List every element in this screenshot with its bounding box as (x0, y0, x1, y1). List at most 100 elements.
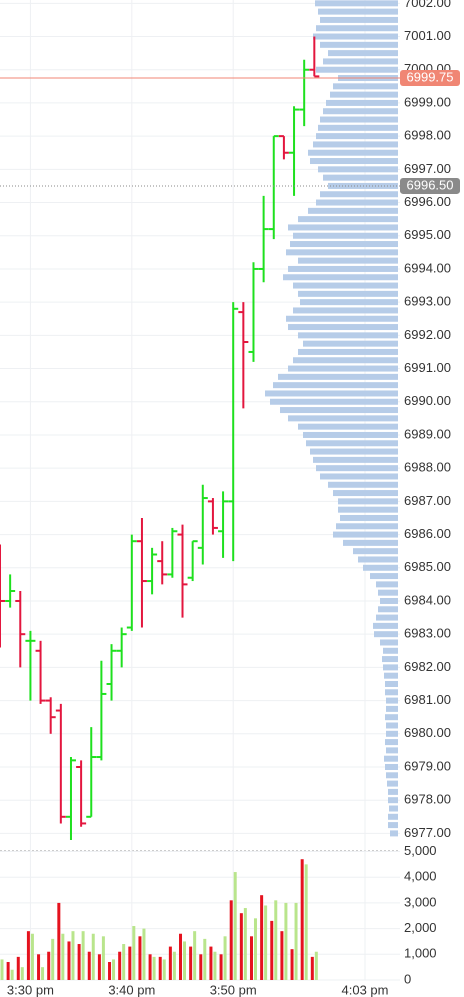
profile-bar (388, 813, 398, 820)
profile-bar (316, 199, 398, 206)
y-tick-label: 7002.00 (404, 0, 451, 10)
profile-bar (280, 407, 398, 414)
volume-bar (57, 902, 61, 980)
profile-bar (286, 315, 398, 322)
profile-bar (386, 772, 398, 779)
volume-bar (122, 944, 126, 980)
volume-bar (253, 918, 257, 980)
y-tick-label: 6980.00 (404, 725, 451, 740)
profile-bar (387, 780, 398, 787)
last-price-tag (400, 70, 460, 87)
y-tick-label: 6991.00 (404, 360, 451, 375)
y-tick-label: 6986.00 (404, 526, 451, 541)
profile-bar (270, 398, 398, 405)
profile-bar (286, 249, 398, 256)
volume-bar (213, 951, 217, 980)
profile-bar (338, 498, 398, 505)
profile-bar (293, 357, 398, 364)
profile-bar (333, 83, 398, 90)
profile-bar (313, 33, 398, 40)
profile-bar (293, 307, 398, 314)
volume-bar (172, 951, 176, 980)
profile-bar (385, 763, 398, 770)
volume-bar (108, 962, 112, 980)
profile-bar (353, 548, 398, 555)
volume-bar (132, 926, 136, 980)
volume-bar (219, 954, 223, 980)
profile-bar (390, 830, 398, 837)
volume-bar (223, 936, 227, 980)
profile-bar (300, 299, 398, 306)
profile-bar (378, 606, 398, 613)
profile-bar (318, 166, 398, 173)
profile-bar (385, 680, 398, 687)
profile-bar (298, 290, 398, 297)
profile-bar (318, 8, 398, 15)
profile-bar (316, 465, 398, 472)
y-tick-label: 6985.00 (404, 559, 451, 574)
profile-bar (358, 556, 398, 563)
volume-bar (148, 954, 152, 980)
profile-bar (298, 216, 398, 223)
profile-bar (288, 365, 398, 372)
profile-bar (308, 207, 398, 214)
volume-bar (91, 933, 95, 980)
y-tick-label: 6982.00 (404, 659, 451, 674)
volume-bar (183, 941, 187, 980)
profile-bar (389, 805, 398, 812)
profile-bar (370, 573, 398, 580)
y-tick-label: 6978.00 (404, 792, 451, 807)
volume-bar (81, 931, 85, 980)
profile-bar (320, 16, 398, 23)
profile-bar (303, 431, 398, 438)
volume-bar (243, 908, 247, 980)
profile-bar (316, 66, 398, 73)
volume-bar (152, 956, 156, 980)
volume-bar (41, 967, 45, 980)
y-tick-label: 6995.00 (404, 227, 451, 242)
volume-tick-label: 2,000 (404, 920, 437, 935)
volume-bar (142, 928, 146, 980)
volume-bar (304, 864, 308, 980)
profile-bar (382, 656, 398, 663)
profile-bar (386, 697, 398, 704)
y-tick-label: 6998.00 (404, 128, 451, 143)
profile-bar (330, 91, 398, 98)
profile-bar (385, 689, 398, 696)
volume-bar (6, 962, 10, 980)
profile-bar (293, 232, 398, 239)
volume-bar (270, 920, 274, 980)
profile-bar (303, 340, 398, 347)
volume-bar (138, 936, 142, 980)
volume-bar (0, 959, 4, 980)
x-tick-label: 3:50 pm (210, 982, 257, 997)
y-tick-label: 6979.00 (404, 758, 451, 773)
profile-bar (316, 133, 398, 140)
profile-bar (298, 257, 398, 264)
volume-bar (101, 936, 105, 980)
profile-bar (298, 348, 398, 355)
y-tick-label: 6992.00 (404, 327, 451, 342)
profile-bar (306, 440, 398, 447)
profile-bar (338, 506, 398, 513)
profile-bar (320, 191, 398, 198)
y-tick-label: 6999.00 (404, 94, 451, 109)
profile-bar (273, 382, 398, 389)
profile-bar (336, 523, 398, 530)
profile-bar (388, 797, 398, 804)
profile-bar (388, 822, 398, 829)
volume-bar (61, 933, 65, 980)
profile-bar (384, 755, 398, 762)
profile-bar (298, 332, 398, 339)
volume-bar (16, 956, 20, 980)
profile-bar (388, 788, 398, 795)
profile-bar (310, 158, 398, 165)
volume-bar (67, 941, 71, 980)
y-tick-label: 6987.00 (404, 493, 451, 508)
profile-bar (386, 722, 398, 729)
volume-bar (290, 949, 294, 980)
profile-bar (378, 589, 398, 596)
profile-bar (288, 324, 398, 331)
y-tick-label: 6997.00 (404, 161, 451, 176)
profile-bar (343, 539, 398, 546)
